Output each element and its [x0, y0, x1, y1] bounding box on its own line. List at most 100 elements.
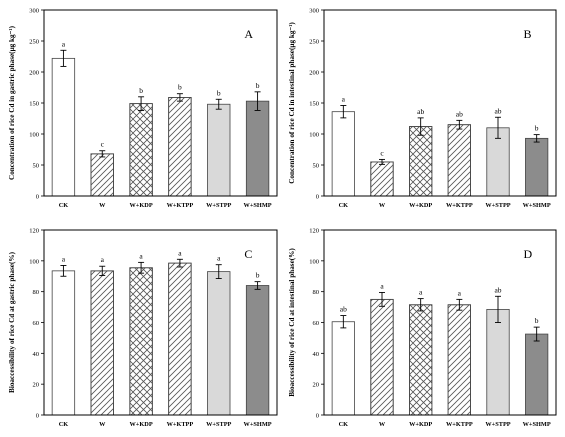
- bar-hatch: [129, 267, 153, 416]
- x-tick-label: W+KTPP: [167, 202, 194, 209]
- significance-letter: a: [342, 94, 346, 103]
- x-tick-label: W+KTPP: [167, 421, 194, 428]
- significance-letter: ab: [340, 305, 347, 314]
- y-tick-label: 100: [29, 132, 39, 139]
- bar-group-w-ktpp: a W+KTPP: [167, 248, 194, 428]
- x-tick-label: W+STPP: [206, 202, 231, 209]
- y-tick-label: 300: [29, 8, 39, 15]
- y-tick-label: 200: [309, 70, 319, 77]
- y-axis-title: Bioaccessibility of rice Cd at gastric p…: [8, 251, 16, 393]
- bar-group-ck: a CK: [51, 254, 76, 428]
- y-tick-label: 150: [309, 101, 319, 108]
- significance-letter: b: [139, 86, 143, 95]
- y-tick-label: 150: [29, 101, 39, 108]
- y-tick-label: 40: [313, 351, 320, 358]
- x-tick-label: W+SHMP: [244, 421, 272, 428]
- bar-group-w-stpp: a W+STPP: [206, 254, 231, 428]
- bar-hatch: [409, 304, 433, 416]
- bar-group-w-kdp: ab W+KDP: [409, 107, 432, 209]
- x-tick-label: W+KTPP: [446, 202, 473, 209]
- y-tick-label: 50: [313, 163, 320, 170]
- y-tick-label: 60: [313, 320, 320, 327]
- plot-frame: [43, 229, 278, 416]
- bar-group-w-kdp: a W+KDP: [409, 288, 432, 428]
- bar-group-w: cW: [370, 148, 394, 209]
- bar-group-w-stpp: ab W+STPP: [485, 285, 510, 428]
- y-tick-label: 0: [316, 413, 319, 420]
- bar-group-ck: a CK: [51, 39, 76, 209]
- panel-label: A: [244, 27, 253, 41]
- bar-group-w: aW: [90, 255, 114, 428]
- x-tick-label: W+KDP: [129, 421, 152, 428]
- bar: [207, 271, 231, 416]
- significance-letter: b: [178, 83, 182, 92]
- bar-group-w-shmp: b W+SHMP: [523, 316, 551, 428]
- significance-letter: ab: [456, 109, 463, 118]
- significance-letter: b: [535, 124, 539, 133]
- y-axis-title: Bioaccessibility of rice Cd at intestina…: [288, 248, 296, 397]
- y-tick-label: 0: [36, 194, 39, 201]
- bar-hatch: [447, 124, 471, 197]
- significance-letter: c: [380, 148, 384, 157]
- y-tick-label: 100: [309, 258, 319, 265]
- x-tick-label: W+KDP: [409, 202, 432, 209]
- significance-letter: a: [62, 254, 66, 263]
- panel-d: 020406080100120abCKaWaW+KDPaW+KTPPabW+ST…: [288, 228, 557, 428]
- x-tick-label: W+KDP: [409, 421, 432, 428]
- bar: [51, 57, 76, 197]
- bar-hatch: [129, 103, 153, 197]
- y-tick-label: 0: [316, 194, 319, 201]
- x-tick-label: W+KTPP: [446, 421, 473, 428]
- y-tick-label: 250: [309, 39, 319, 46]
- y-tick-label: 80: [313, 289, 320, 296]
- significance-letter: a: [101, 255, 105, 264]
- significance-letter: ab: [494, 106, 501, 115]
- significance-letter: ab: [494, 285, 501, 294]
- significance-letter: b: [535, 316, 539, 325]
- bar-hatch: [447, 304, 471, 416]
- significance-letter: ab: [417, 107, 424, 116]
- x-tick-label: W+SHMP: [523, 421, 551, 428]
- bar-hatch: [409, 126, 433, 197]
- bar: [245, 285, 270, 416]
- bar: [486, 308, 510, 416]
- plot-frame: [323, 9, 557, 197]
- significance-letter: b: [256, 81, 260, 90]
- bar: [51, 270, 76, 416]
- bar-hatch: [370, 161, 394, 197]
- bar: [331, 111, 355, 197]
- bar-group-w-kdp: b W+KDP: [129, 86, 153, 209]
- bar-group-w-stpp: b W+STPP: [206, 88, 231, 209]
- panel-label: D: [524, 247, 533, 261]
- significance-letter: a: [139, 251, 143, 260]
- significance-letter: a: [380, 281, 384, 290]
- x-tick-label: W+STPP: [485, 202, 510, 209]
- y-tick-label: 100: [29, 258, 39, 265]
- panel-label: B: [524, 27, 532, 41]
- y-tick-label: 40: [33, 351, 40, 358]
- bar-group-w-shmp: b W+SHMP: [244, 271, 272, 428]
- significance-letter: b: [217, 88, 221, 97]
- y-axis-title: Concentration of rice Cd in intestinal p…: [288, 22, 296, 184]
- significance-letter: a: [217, 254, 221, 263]
- y-tick-label: 80: [33, 289, 40, 296]
- x-tick-label: W: [99, 421, 106, 428]
- panel-c: 020406080100120aCKaWaW+KDPaW+KTPPaW+STPP…: [8, 228, 278, 428]
- x-tick-label: W+SHMP: [244, 202, 272, 209]
- bar-group-w-ktpp: a W+KTPP: [446, 288, 473, 428]
- significance-letter: a: [178, 248, 182, 257]
- bar-group-ck: a CK: [331, 94, 355, 209]
- bar-group-w-ktpp: b W+KTPP: [167, 83, 194, 209]
- panel-a: 050100150200250300aCKcWbW+KDPbW+KTPPbW+S…: [8, 8, 278, 209]
- bar: [331, 321, 355, 416]
- significance-letter: b: [256, 271, 260, 280]
- bar-hatch: [90, 270, 114, 416]
- y-tick-label: 250: [29, 39, 39, 46]
- y-axis-title: Concentration of rice Cd in gastric phas…: [8, 25, 16, 180]
- plot-frame: [323, 229, 557, 416]
- y-tick-label: 100: [309, 132, 319, 139]
- x-tick-label: W+KDP: [129, 202, 152, 209]
- y-tick-label: 300: [309, 8, 319, 15]
- y-tick-label: 60: [33, 320, 40, 327]
- bar-group-w: aW: [370, 281, 394, 428]
